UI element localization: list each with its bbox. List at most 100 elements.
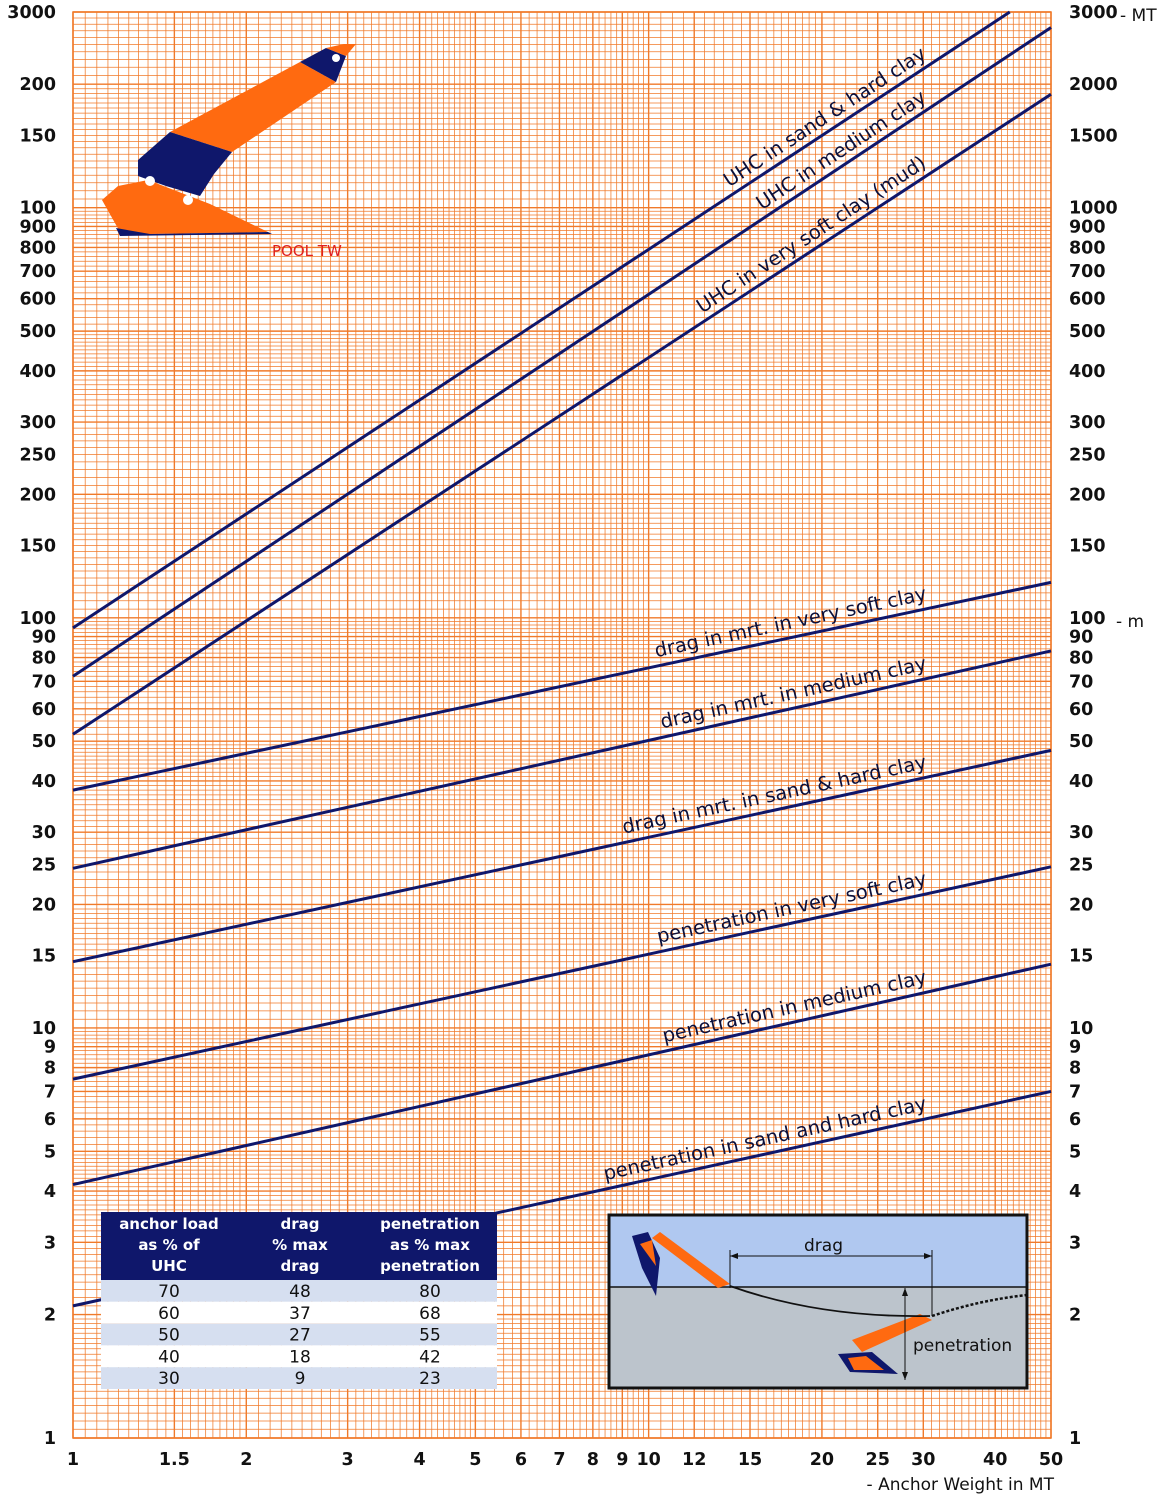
table-cell: 42 <box>419 1347 441 1367</box>
y-left-tick-label: 3 <box>44 1233 56 1253</box>
y-right-tick-label: 2000 <box>1069 75 1118 95</box>
y-right-tick-label: 8 <box>1069 1059 1081 1079</box>
y-right-tick-label: 600 <box>1069 290 1106 310</box>
x-tick-label: 8 <box>587 1450 599 1470</box>
y-left-tick-label: 40 <box>32 772 56 792</box>
y-left-tick-label: 15 <box>32 947 56 967</box>
table-header-cell: as % max <box>390 1236 470 1254</box>
y-right-tick-label: 250 <box>1069 446 1106 466</box>
y-left-tick-label: 800 <box>19 238 56 258</box>
y-left-tick-label: 100 <box>19 199 56 219</box>
x-axis-label: - Anchor Weight in MT <box>867 1475 1055 1495</box>
y-left-tick-label: 8 <box>44 1059 56 1079</box>
y-right-unit-top: - MT <box>1120 6 1157 26</box>
y-right-tick-label: 1 <box>1069 1429 1081 1449</box>
logo-text: POOL TW <box>272 242 342 260</box>
y-left-tick-label: 30 <box>32 823 56 843</box>
y-right-tick-label: 50 <box>1069 732 1093 752</box>
table-cell: 18 <box>289 1347 311 1367</box>
table-header-cell: penetration <box>380 1257 480 1275</box>
y-right-tick-label: 9 <box>1069 1038 1081 1058</box>
y-right-tick-label: 5 <box>1069 1142 1081 1162</box>
x-tick-label: 30 <box>911 1450 935 1470</box>
table-row <box>101 1301 497 1324</box>
table-row <box>101 1280 497 1302</box>
x-tick-label: 12 <box>682 1450 706 1470</box>
series-line <box>72 865 1052 1081</box>
table-header-cell: anchor load <box>119 1215 219 1233</box>
y-left-tick-label: 5 <box>44 1142 56 1162</box>
table-cell: 37 <box>289 1304 311 1324</box>
series-line <box>72 93 1052 736</box>
x-tick-label: 2 <box>240 1450 252 1470</box>
y-right-tick-label: 900 <box>1069 217 1106 237</box>
y-left-tick-label: 60 <box>32 700 56 720</box>
y-left-tick-label: 4 <box>44 1182 56 1202</box>
table-cell: 80 <box>419 1282 441 1302</box>
y-left-tick-label: 3000 <box>7 3 56 23</box>
y-right-tick-label: 1500 <box>1069 126 1118 146</box>
x-tick-label: 7 <box>553 1450 565 1470</box>
table-header-cell: UHC <box>151 1257 187 1275</box>
table-header-cell: drag <box>281 1215 320 1233</box>
x-tick-label: 1 <box>67 1450 79 1470</box>
y-right-tick-label: 800 <box>1069 238 1106 258</box>
table-header-cell: penetration <box>380 1215 480 1233</box>
anchor-logo: POOL TW <box>102 44 356 260</box>
y-right-tick-label: 70 <box>1069 672 1093 692</box>
y-left-tick-label: 150 <box>19 126 56 146</box>
series-line <box>72 580 1052 792</box>
diagram-drag-label: drag <box>804 1236 843 1256</box>
x-tick-label: 50 <box>1039 1450 1063 1470</box>
y-right-tick-label: 25 <box>1069 856 1093 876</box>
x-tick-label: 1.5 <box>159 1450 190 1470</box>
y-right-tick-label: 60 <box>1069 700 1093 720</box>
y-left-tick-label: 150 <box>19 537 56 557</box>
diagram-penetration-label: penetration <box>913 1336 1012 1356</box>
table-cell: 40 <box>158 1347 180 1367</box>
series-line <box>72 10 1011 630</box>
table-cell: 68 <box>419 1304 441 1324</box>
y-left-tick-label: 25 <box>32 856 56 876</box>
y-right-tick-label: 4 <box>1069 1182 1081 1202</box>
table-cell: 27 <box>289 1326 311 1346</box>
series-line <box>72 649 1052 870</box>
y-left-tick-label: 70 <box>32 672 56 692</box>
table-cell: 60 <box>158 1304 180 1324</box>
table-cell: 50 <box>158 1326 180 1346</box>
y-left-tick-label: 1 <box>44 1429 56 1449</box>
y-left-tick-label: 400 <box>19 362 56 382</box>
y-right-tick-label: 3000 <box>1069 3 1118 23</box>
y-left-tick-label: 90 <box>32 628 56 648</box>
y-left-tick-label: 20 <box>32 895 56 915</box>
x-tick-label: 4 <box>413 1450 425 1470</box>
series-line <box>72 962 1052 1186</box>
table-row <box>101 1367 497 1389</box>
x-tick-label: 3 <box>342 1450 354 1470</box>
x-tick-label: 20 <box>810 1450 834 1470</box>
percentage-table: anchor load as % of UHC drag % max drag penetr… <box>101 1212 497 1389</box>
y-left-tick-label: 250 <box>19 446 56 466</box>
y-left-tick-label: 6 <box>44 1110 56 1130</box>
table-header-cell: as % of <box>138 1236 200 1254</box>
y-right-tick-label: 20 <box>1069 895 1093 915</box>
table-header-cell: % max <box>272 1236 328 1254</box>
x-tick-label: 6 <box>515 1450 527 1470</box>
y-left-tick-label: 200 <box>19 75 56 95</box>
y-right-tick-label: 3 <box>1069 1233 1081 1253</box>
table-row <box>101 1323 497 1346</box>
y-left-tick-label: 9 <box>44 1038 56 1058</box>
x-tick-label: 15 <box>738 1450 762 1470</box>
table-row <box>101 1345 497 1368</box>
y-right-tick-label: 200 <box>1069 485 1106 505</box>
table-cell: 9 <box>295 1369 306 1389</box>
y-right-tick-label: 100 <box>1069 609 1106 629</box>
y-left-tick-label: 7 <box>44 1082 56 1102</box>
table-cell: 23 <box>419 1369 441 1389</box>
y-left-tick-label: 500 <box>19 322 56 342</box>
y-right-tick-label: 7 <box>1069 1082 1081 1102</box>
y-right-tick-label: 40 <box>1069 772 1093 792</box>
y-left-tick-label: 700 <box>19 262 56 282</box>
axis-ticks: 1 1.5 2 3 4 5 6 7 8 9 10 12 15 20 25 30 40 50123456789101… <box>7 3 1117 1470</box>
